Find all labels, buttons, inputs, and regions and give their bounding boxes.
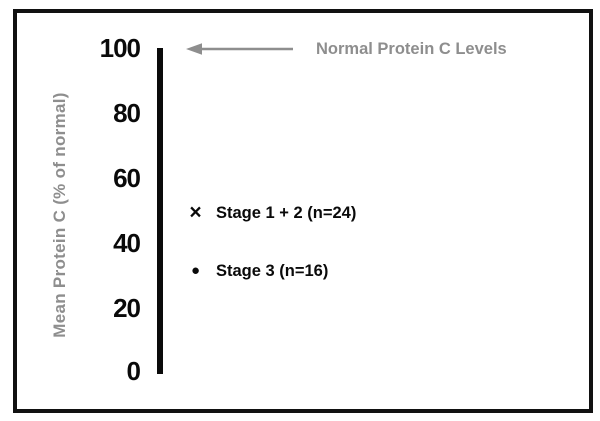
series-stage-3: ● Stage 3 (n=16)	[188, 260, 328, 282]
normal-level-annotation: Normal Protein C Levels	[316, 40, 507, 58]
y-tick-100: 100	[99, 33, 141, 63]
y-tick-80: 80	[113, 98, 141, 128]
y-tick-20: 20	[113, 293, 141, 323]
arrow-head	[186, 43, 202, 55]
y-tick-60: 60	[113, 163, 141, 193]
series-label-stage-1-2: Stage 1 + 2 (n=24)	[216, 203, 357, 222]
circle-marker-icon: ●	[190, 262, 201, 279]
x-marker-icon: ×	[189, 201, 202, 224]
series-label-stage-3: Stage 3 (n=16)	[216, 261, 329, 280]
y-tick-0: 0	[126, 356, 141, 386]
y-axis-line	[157, 48, 163, 374]
left-arrow-icon	[186, 43, 293, 55]
y-tick-40: 40	[113, 228, 141, 258]
plot-frame	[13, 9, 593, 413]
series-stage-1-2: × Stage 1 + 2 (n=24)	[188, 202, 356, 224]
